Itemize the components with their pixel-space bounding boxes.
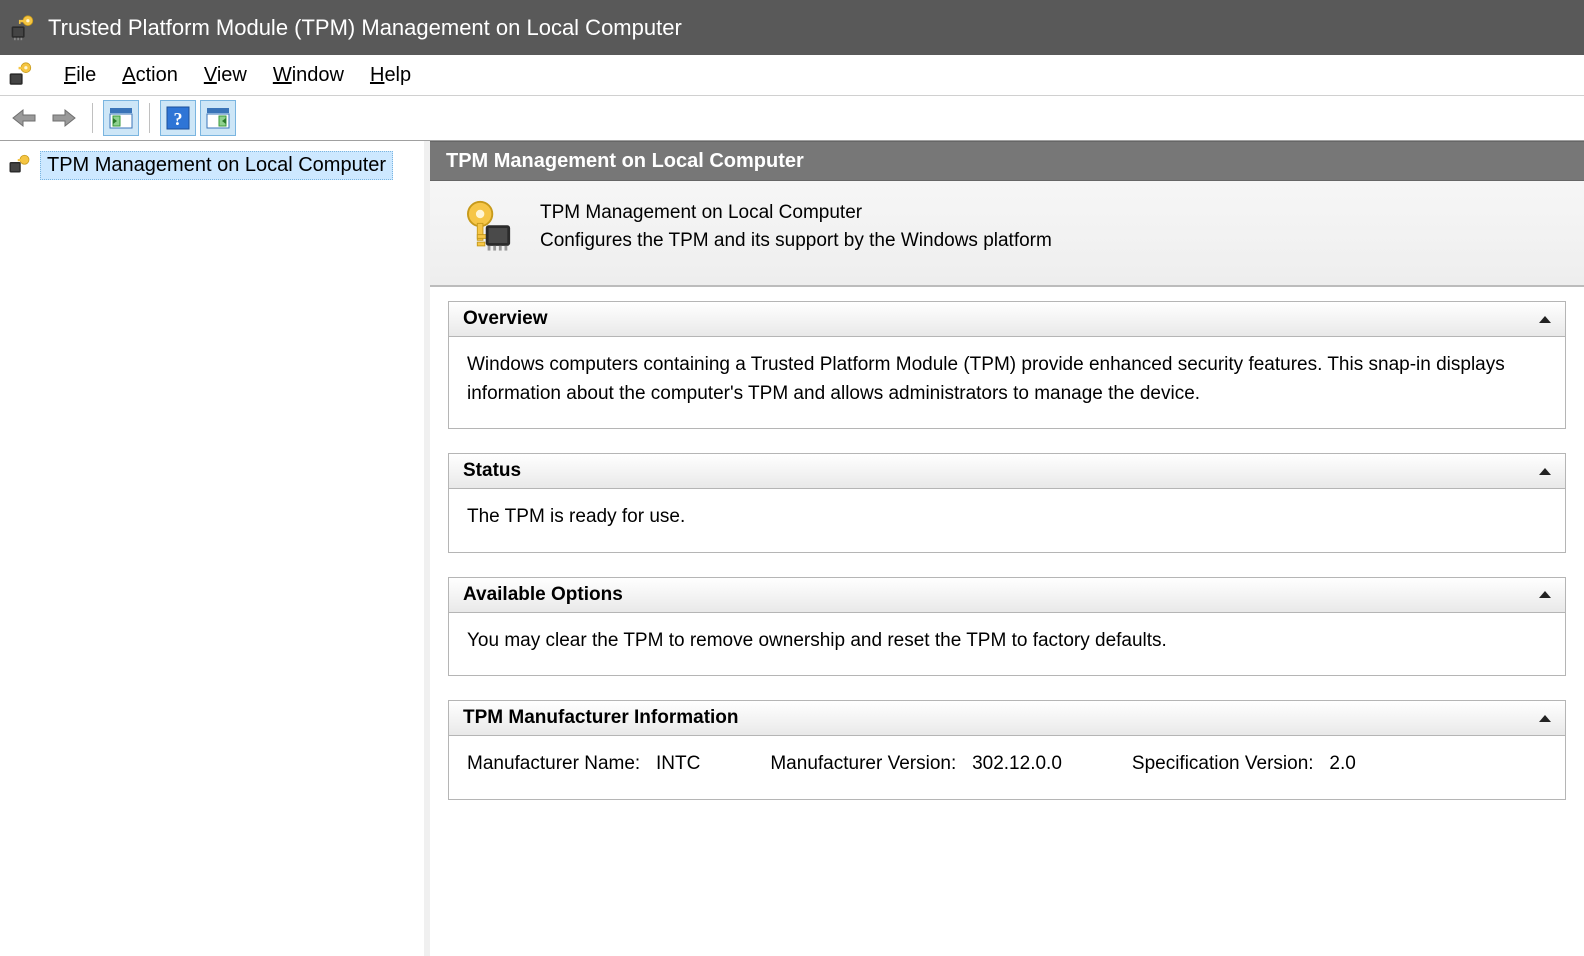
- svg-text:?: ?: [174, 109, 183, 129]
- mfr-version-value: 302.12.0.0: [972, 753, 1062, 774]
- arrow-right-icon: [51, 108, 77, 128]
- panel-overview-body: Windows computers containing a Trusted P…: [449, 337, 1565, 428]
- spec-version-label: Specification Version:: [1132, 753, 1314, 774]
- intro-subtitle: Configures the TPM and its support by th…: [540, 227, 1052, 255]
- panel-options: Available Options You may clear the TPM …: [448, 577, 1566, 677]
- manufacturer-info-row: Manufacturer Name: INTC Manufacturer Ver…: [467, 750, 1547, 779]
- tpm-large-icon: [452, 199, 512, 259]
- panel-overview-title: Overview: [463, 308, 548, 330]
- mmc-app-icon: [8, 62, 34, 88]
- action-pane-icon: [206, 107, 230, 129]
- panel-status-title: Status: [463, 460, 521, 482]
- mfr-name-value: INTC: [656, 753, 700, 774]
- help-button[interactable]: ?: [160, 100, 196, 136]
- menu-view[interactable]: View: [204, 64, 247, 87]
- spec-version-value: 2.0: [1329, 753, 1355, 774]
- panel-manufacturer-header[interactable]: TPM Manufacturer Information: [449, 701, 1565, 736]
- panel-options-body: You may clear the TPM to remove ownershi…: [449, 613, 1565, 676]
- toolbar: ?: [0, 95, 1584, 141]
- toolbar-separator: [92, 103, 93, 133]
- mfr-name-label: Manufacturer Name:: [467, 753, 640, 774]
- show-hide-tree-button[interactable]: [103, 100, 139, 136]
- tpm-key-chip-icon: [10, 15, 36, 41]
- window-title: Trusted Platform Module (TPM) Management…: [48, 15, 682, 41]
- console-tree[interactable]: TPM Management on Local Computer: [0, 141, 430, 956]
- panel-manufacturer: TPM Manufacturer Information Manufacture…: [448, 700, 1566, 800]
- panel-status-header[interactable]: Status: [449, 454, 1565, 489]
- panel-options-title: Available Options: [463, 584, 623, 606]
- content-header: TPM Management on Local Computer: [430, 141, 1584, 181]
- arrow-left-icon: [11, 108, 37, 128]
- collapse-icon: [1539, 715, 1551, 722]
- panel-status: Status The TPM is ready for use.: [448, 453, 1566, 553]
- panel-manufacturer-title: TPM Manufacturer Information: [463, 707, 739, 729]
- collapse-icon: [1539, 468, 1551, 475]
- tpm-node-icon: [8, 154, 32, 176]
- panel-options-header[interactable]: Available Options: [449, 578, 1565, 613]
- console-tree-icon: [109, 107, 133, 129]
- tree-root-tpm[interactable]: TPM Management on Local Computer: [0, 149, 424, 181]
- content-pane: TPM Management on Local Computer TPM Man…: [430, 141, 1584, 956]
- menu-file[interactable]: File: [64, 64, 96, 87]
- content-header-title: TPM Management on Local Computer: [446, 150, 804, 173]
- nav-back-button[interactable]: [6, 100, 42, 136]
- tree-root-label: TPM Management on Local Computer: [40, 151, 393, 180]
- intro-title: TPM Management on Local Computer: [540, 199, 1052, 227]
- panel-overview-header[interactable]: Overview: [449, 302, 1565, 337]
- titlebar: Trusted Platform Module (TPM) Management…: [0, 0, 1584, 55]
- nav-forward-button[interactable]: [46, 100, 82, 136]
- menu-window[interactable]: Window: [273, 64, 344, 87]
- menu-help[interactable]: Help: [370, 64, 411, 87]
- collapse-icon: [1539, 316, 1551, 323]
- panel-status-body: The TPM is ready for use.: [449, 489, 1565, 552]
- toolbar-separator: [149, 103, 150, 133]
- menu-action[interactable]: Action: [122, 64, 178, 87]
- menubar: File Action View Window Help: [0, 55, 1584, 95]
- panel-overview: Overview Windows computers containing a …: [448, 301, 1566, 429]
- show-action-pane-button[interactable]: [200, 100, 236, 136]
- mfr-version-label: Manufacturer Version:: [770, 753, 956, 774]
- help-icon: ?: [166, 106, 190, 130]
- collapse-icon: [1539, 591, 1551, 598]
- intro-banner: TPM Management on Local Computer Configu…: [430, 181, 1584, 287]
